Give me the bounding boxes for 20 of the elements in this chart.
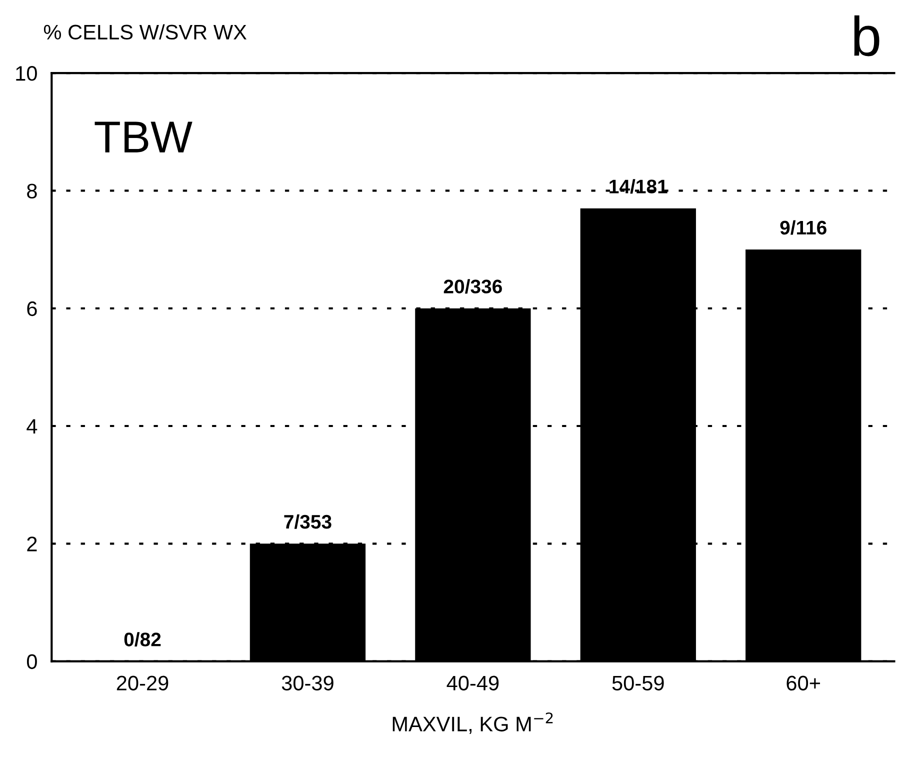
x-tick-label: 40-49 <box>446 676 499 690</box>
y-tick-label: 8 <box>27 184 37 198</box>
x-tick-label: 20-29 <box>116 676 168 690</box>
x-tick-label: 60+ <box>786 676 820 690</box>
x-tick-label: 50-59 <box>612 676 664 690</box>
data-label: 20/336 <box>444 279 502 294</box>
annotation: TBW <box>94 122 192 152</box>
text: b <box>854 15 880 56</box>
y-tick-label: 2 <box>27 536 37 552</box>
y-tick-label: 4 <box>26 419 38 434</box>
data-label: 0/82 <box>124 632 161 647</box>
x-axis-title: MAXVIL, KG M$^{−2}$ <box>392 712 553 734</box>
y-tick-label: 0 <box>26 654 37 670</box>
y-tick-label: 10 <box>16 66 37 81</box>
data-label: 9/116 <box>780 220 826 235</box>
y-tick-label: 6 <box>27 301 37 316</box>
data-label: 14/181 <box>610 179 668 194</box>
x-tick-label: 30-39 <box>282 676 334 690</box>
y-axis-title: % CELLS W/SVR WX <box>44 24 247 40</box>
data-label: 7/353 <box>284 514 332 529</box>
